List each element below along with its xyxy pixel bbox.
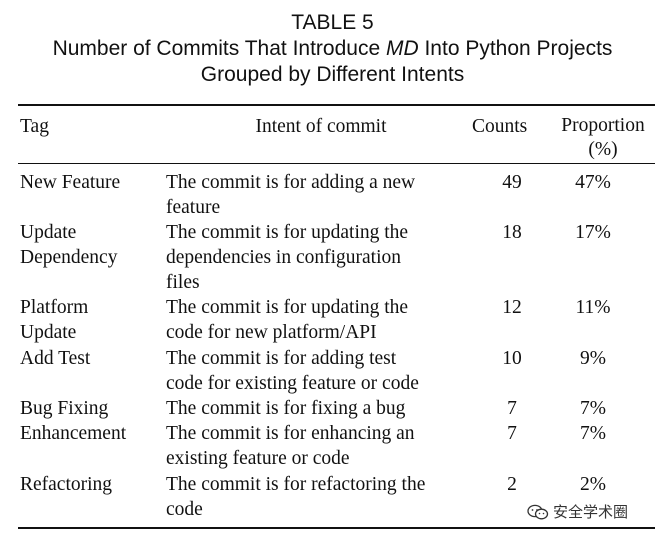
header-tag: Tag [20,116,49,137]
title-part: Into Python Projects [418,37,613,60]
row-intent: feature [166,197,221,218]
row-tag: Update [20,322,77,343]
watermark-text: 安全学术圈 [553,503,629,521]
row-proportion: 9% [580,348,606,369]
title-italic-md: MD [385,37,419,60]
row-proportion: 47% [575,172,611,193]
header-counts: Counts [472,116,528,137]
row-tag: Update [20,222,77,243]
row-tag: Refactoring [20,474,113,495]
row-intent: dependencies in configuration [166,247,401,268]
row-intent: code for new platform/API [166,322,377,343]
row-proportion: 17% [575,222,611,243]
bottom-rule [18,527,655,529]
row-count: 2 [507,474,517,495]
row-intent: code for existing feature or code [166,373,419,394]
header-intent: Intent of commit [255,116,387,137]
row-count: 18 [502,222,522,243]
row-intent: The commit is for refactoring the [166,474,426,495]
table-subtitle: Grouped by Different Intents [200,63,465,86]
row-intent: The commit is for enhancing an [166,423,415,444]
row-count: 7 [507,423,517,444]
row-proportion: 2% [580,474,606,495]
row-proportion: 11% [575,297,611,318]
row-intent: The commit is for fixing a bug [166,398,406,419]
row-count: 7 [507,398,517,419]
row-intent: The commit is for adding test [166,348,397,369]
row-intent: existing feature or code [166,448,350,469]
header-proportion: Proportion (%) [552,114,654,162]
row-tag: Dependency [20,247,118,268]
row-tag: Bug Fixing [20,398,109,419]
row-tag: New Feature [20,172,121,193]
row-intent: The commit is for adding a new [166,172,416,193]
top-rule [18,104,655,106]
row-intent: code [166,499,203,520]
title-part: Number of Commits That Introduce [52,37,386,60]
table-title: Number of Commits That Introduce MD Into… [0,36,665,61]
row-count: 10 [502,348,522,369]
row-intent: files [166,272,200,293]
wechat-icon [527,504,549,520]
row-tag: Add Test [20,348,91,369]
table-label: TABLE 5 [291,11,374,34]
row-intent: The commit is for updating the [166,297,409,318]
row-proportion: 7% [580,398,606,419]
header-proportion-unit: (%) [588,139,618,160]
row-count: 12 [502,297,522,318]
row-count: 49 [502,172,522,193]
watermark: 安全学术圈 [527,501,628,522]
header-rule [18,163,655,164]
row-tag: Platform [20,297,89,318]
header-proportion-line: Proportion [561,115,645,136]
row-intent: The commit is for updating the [166,222,409,243]
row-proportion: 7% [580,423,606,444]
row-tag: Enhancement [20,423,127,444]
